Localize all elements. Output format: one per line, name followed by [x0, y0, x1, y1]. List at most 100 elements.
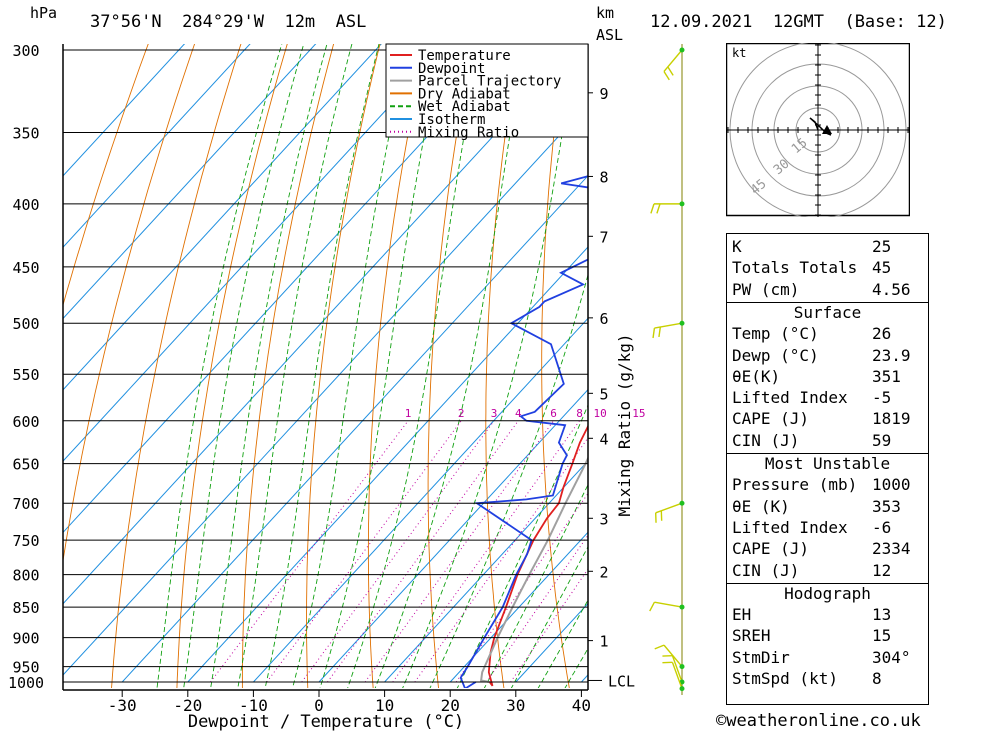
- isotherm-line: [581, 674, 588, 683]
- wet-adiabat-line: [456, 403, 588, 688]
- isotherm-line: [318, 388, 588, 683]
- wind-barb-dot: [679, 201, 685, 207]
- x-axis-label: Dewpoint / Temperature (°C): [188, 712, 464, 732]
- mixing-ratio-value-label: 1: [405, 407, 412, 420]
- wind-barb: [671, 655, 683, 683]
- index-label: CIN (J): [732, 560, 800, 580]
- index-separator: [727, 453, 928, 454]
- wet-adiabat-line: [319, 44, 444, 688]
- index-label: Pressure (mb): [732, 475, 858, 495]
- index-row: θE(K) 351: [732, 367, 923, 388]
- isotherm-line: [63, 44, 317, 320]
- index-label: θE(K): [732, 366, 781, 386]
- index-value: 4.56: [872, 279, 911, 299]
- asl-unit-label: ASL: [596, 26, 624, 44]
- pressure-tick-label: 500: [12, 315, 39, 333]
- legend-label: Isotherm: [418, 112, 485, 128]
- wet-adiabat-line: [237, 44, 353, 688]
- pressure-tick-label: 950: [12, 659, 39, 677]
- index-row: SREH 15: [732, 626, 923, 647]
- wind-barb: [654, 601, 683, 608]
- isotherm-line: [63, 44, 186, 177]
- index-value: 59: [872, 430, 892, 450]
- wet-adiabat-line: [564, 647, 588, 688]
- index-row: EH 13: [732, 605, 923, 626]
- index-value: -5: [872, 388, 892, 408]
- credit-text: ©weatheronline.co.uk: [716, 711, 921, 731]
- index-label: CAPE (J): [732, 539, 810, 559]
- pressure-tick-label: 300: [12, 42, 39, 60]
- index-value: 1000: [872, 475, 911, 495]
- mixing-ratio-line: [266, 420, 462, 683]
- index-row: CIN (J) 12: [732, 561, 923, 582]
- temperature-tick-label: -30: [108, 696, 137, 715]
- legend-label: Parcel Trajectory: [418, 74, 561, 90]
- mixing-ratio-value-label: 8: [576, 407, 583, 420]
- wet-adiabat-line: [156, 44, 283, 688]
- index-row: CAPE (J) 1819: [732, 409, 923, 430]
- index-label: PW (cm): [732, 279, 800, 299]
- index-row: CIN (J) 59: [732, 431, 923, 452]
- dewpoint-profile-line: [459, 115, 588, 688]
- wind-barb-flag: [654, 644, 665, 650]
- height-tick-label: 3: [599, 510, 608, 528]
- hodograph-unit-label: kt: [732, 46, 746, 60]
- pressure-tick-label: 350: [12, 124, 39, 142]
- index-label: Totals Totals: [732, 258, 858, 278]
- wind-barb-dot: [679, 500, 685, 506]
- index-label: EH: [732, 605, 752, 625]
- mixing-ratio-line: [392, 420, 580, 683]
- legend-label: Dewpoint: [418, 61, 485, 77]
- index-section-title: Hodograph: [784, 583, 871, 603]
- temperature-tick-label: 0: [314, 696, 324, 715]
- mixing-ratio-value-label: 4: [515, 407, 522, 420]
- wind-barb-dot: [679, 664, 685, 670]
- wind-barb-dot: [679, 320, 685, 326]
- wet-adiabat-line: [210, 44, 328, 688]
- pressure-tick-label: 750: [12, 532, 39, 550]
- wind-barb: [663, 644, 683, 668]
- index-row: CAPE (J) 2334: [732, 539, 923, 560]
- mixing-ratio-value-label: 3: [491, 407, 498, 420]
- mixing-ratio-line: [414, 437, 588, 683]
- storm-motion-marker: [822, 125, 832, 134]
- index-label: Lifted Index: [732, 388, 848, 408]
- mixing-ratio-line: [364, 420, 554, 683]
- index-value: 26: [872, 324, 892, 344]
- wind-barb-flag: [650, 203, 655, 214]
- wind-barb-flag: [652, 328, 656, 339]
- temperature-tick-label: -10: [239, 696, 268, 715]
- wind-barb: [671, 662, 683, 689]
- wind-barb-flag: [667, 66, 674, 76]
- index-row: Lifted Index -5: [732, 388, 923, 409]
- legend-label: Temperature: [418, 48, 511, 64]
- index-label: StmDir: [732, 647, 790, 667]
- index-row: Temp (°C) 26: [732, 324, 923, 345]
- index-value: 8: [872, 669, 882, 688]
- pressure-tick-label: 1000: [8, 674, 44, 692]
- wet-adiabat-line: [264, 44, 380, 688]
- index-value: 12: [872, 560, 892, 580]
- pressure-tick-label: 450: [12, 259, 39, 277]
- pressure-tick-label: 700: [12, 495, 39, 513]
- index-value: 23.9: [872, 345, 911, 365]
- index-row: PW (cm) 4.56: [732, 280, 923, 301]
- mixing-ratio-value-label: 6: [550, 407, 557, 420]
- wind-barb-flag: [656, 203, 661, 214]
- lcl-label: LCL: [608, 672, 635, 690]
- wind-barb: [655, 502, 683, 514]
- pressure-tick-label: 550: [12, 366, 39, 384]
- legend-label: Wet Adiabat: [418, 99, 511, 115]
- index-separator: [727, 301, 928, 303]
- isotherm-line: [121, 174, 588, 683]
- index-value: 2334: [872, 539, 911, 559]
- km-unit-label: km: [596, 4, 615, 22]
- pressure-tick-label: 600: [12, 413, 39, 431]
- height-tick-label: 6: [599, 310, 608, 328]
- wet-adiabat-line: [183, 44, 305, 688]
- height-tick-label: 1: [599, 633, 608, 651]
- index-row: Pressure (mb) 1000: [732, 475, 923, 496]
- height-tick-label: 4: [599, 430, 608, 448]
- isotherm-line: [187, 246, 588, 683]
